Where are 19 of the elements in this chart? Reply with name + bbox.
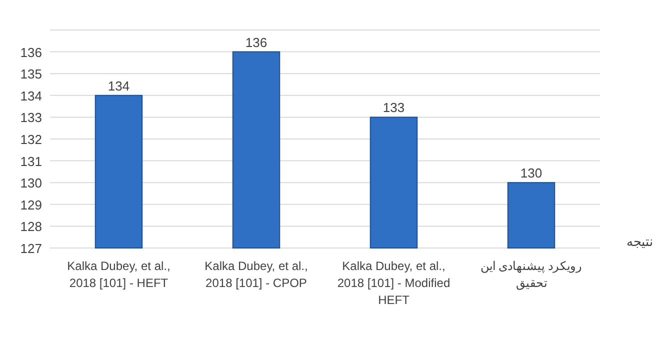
y-tick-label: 128 (20, 219, 42, 234)
y-tick-label: 136 (20, 44, 42, 60)
x-tick-label: Kalka Dubey, et al., 2018 [101] - HEFT (66, 258, 172, 292)
y-tick-label: 130 (20, 176, 42, 191)
x-tick-label: رویکرد پیشنهادی این تحقیق (479, 258, 584, 292)
y-tick-label: 127 (20, 241, 42, 256)
y-tick-label: 133 (20, 110, 42, 126)
x-tick-label: Kalka Dubey, et al., 2018 [101] - Modified HEFT (336, 258, 452, 309)
y-tick-label: 131 (20, 154, 42, 169)
data-label: 136 (245, 34, 268, 50)
text: نتیجه (626, 234, 654, 249)
x-tick-label: Kalka Dubey, et al., 2018 [101] - CPOP (204, 258, 309, 292)
y-tick-label: 135 (20, 66, 42, 82)
y-tick-label: 129 (20, 197, 42, 212)
data-label: 134 (108, 78, 130, 94)
data-label: 133 (382, 100, 405, 116)
data-label: 130 (520, 166, 542, 181)
y-tick-label: 132 (20, 132, 42, 147)
y-tick-label: 134 (20, 88, 42, 104)
